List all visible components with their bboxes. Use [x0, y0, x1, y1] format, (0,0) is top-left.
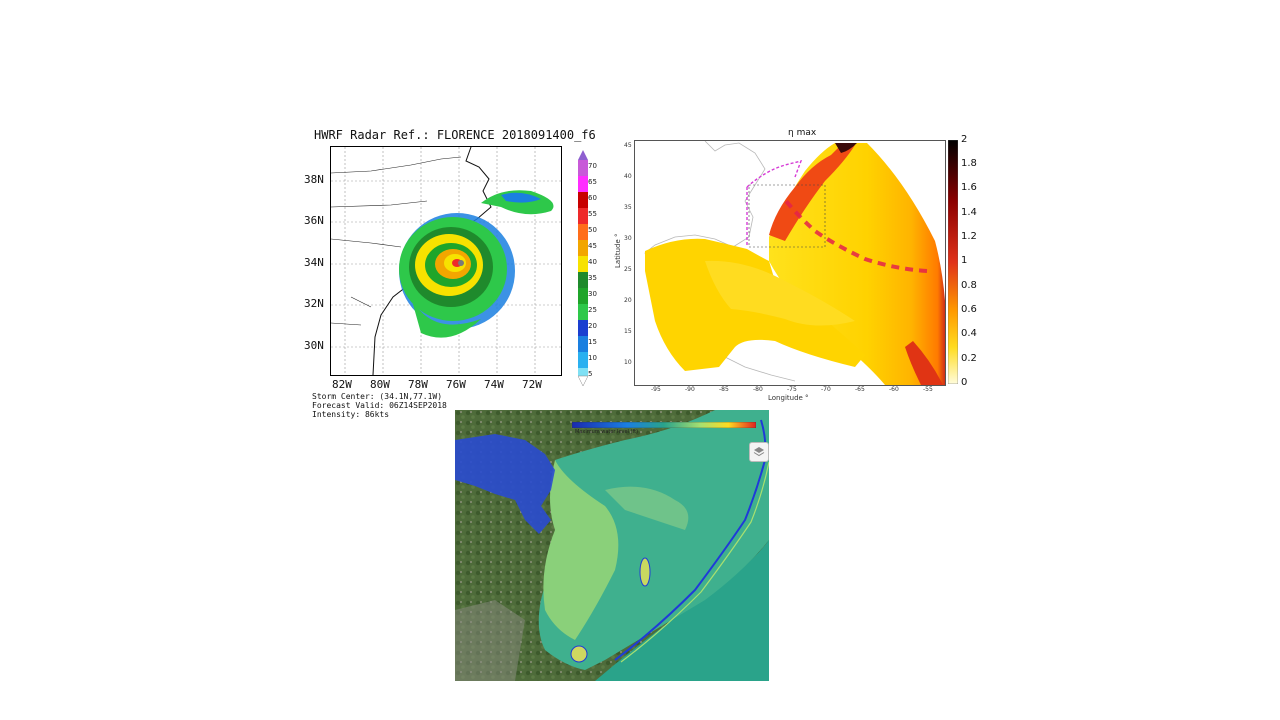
town-marker: [570, 645, 588, 663]
radar-cb-tick-35: 35: [588, 274, 597, 282]
surge-cb-tick-1-8: 1.8: [961, 158, 977, 169]
lat-label-34n: 34N: [304, 256, 324, 269]
surge-ytick-35: 35: [624, 204, 632, 211]
surge-ytick-20: 20: [624, 297, 632, 304]
radar-cb-tick-10: 10: [588, 354, 597, 362]
lon-label-80w: 80W: [370, 378, 390, 391]
radar-cb-tick-25: 25: [588, 306, 597, 314]
lat-label-38n: 38N: [304, 173, 324, 186]
surge-xlabel: Longitude °: [768, 394, 809, 402]
radar-cb-tick-15: 15: [588, 338, 597, 346]
surge-field: [645, 143, 945, 385]
surge-xtick-7: -65: [855, 386, 865, 393]
radar-cb-tick-40: 40: [588, 258, 597, 266]
radar-map-svg: [331, 147, 561, 375]
surge-ytick-45: 45: [624, 142, 632, 149]
surge-title: η max: [788, 128, 817, 138]
surge-cb-tick-1-2: 1.2: [961, 231, 977, 242]
layers-icon: [753, 447, 765, 457]
local-domain-box: [748, 184, 826, 248]
lon-label-76w: 76W: [446, 378, 466, 391]
inundated-inlet: [605, 486, 689, 530]
surge-cb-tick-0-6: 0.6: [961, 304, 977, 315]
layers-button[interactable]: [749, 442, 769, 462]
surge-cb-tick-0: 0: [961, 377, 968, 388]
surge-ylabel: Latitude °: [614, 233, 622, 268]
regional-domain-outline: [746, 159, 803, 245]
radar-cb-tick-50: 50: [588, 226, 597, 234]
storm-track: [781, 195, 928, 273]
radar-reflectivity: [399, 190, 554, 338]
surge-xtick-6: -70: [821, 386, 831, 393]
forecast-valid: Forecast Valid: 06Z14SEP2018: [312, 401, 447, 410]
surge-colorbar: [948, 140, 958, 384]
surge-xtick-1: -95: [651, 386, 661, 393]
radar-footer: Storm Center: (34.1N,77.1W) Forecast Vali…: [312, 392, 447, 419]
open-ocean: [595, 540, 769, 681]
surge-cb-tick-1-4: 1.4: [961, 207, 977, 218]
surge-xtick-2: -90: [685, 386, 695, 393]
surge-map: [634, 140, 946, 386]
radar-colorbar: [578, 150, 588, 386]
barrier-island-beach: [620, 461, 769, 663]
surge-xtick-9: -55: [923, 386, 933, 393]
radar-panel: HWRF Radar Ref.: FLORENCE 2018091400_f6: [300, 126, 600, 419]
lon-label-82w: 82W: [332, 378, 352, 391]
radar-cb-tick-20: 20: [588, 322, 597, 330]
inundated-low-area: [543, 460, 619, 640]
surge-ytick-10: 10: [624, 359, 632, 366]
surge-xtick-4: -80: [753, 386, 763, 393]
radar-cb-tick-30: 30: [588, 290, 597, 298]
storm-center: Storm Center: (34.1N,77.1W): [312, 392, 443, 401]
radar-title: HWRF Radar Ref.: FLORENCE 2018091400_f6: [314, 128, 596, 142]
radar-map: [330, 146, 562, 376]
surge-cb-tick-0-4: 0.4: [961, 328, 977, 339]
surge-xtick-3: -85: [719, 386, 729, 393]
surge-xtick-5: -75: [787, 386, 797, 393]
lon-label-74w: 74W: [484, 378, 504, 391]
radar-cb-tick-70: 70: [588, 162, 597, 170]
surge-panel: η max: [614, 128, 980, 404]
radar-cb-tick-45: 45: [588, 242, 597, 250]
urban-area: [455, 600, 525, 681]
radar-cb-tick-65: 65: [588, 178, 597, 186]
state-borders: [331, 156, 462, 326]
storm-intensity: Intensity: 86kts: [312, 410, 390, 419]
surge-cb-tick-1: 1: [961, 255, 968, 266]
surge-cb-tick-2: 2: [961, 134, 968, 145]
lon-label-72w: 72W: [522, 378, 542, 391]
radar-cb-tick-5: 5: [588, 370, 593, 378]
lat-label-32n: 32N: [304, 297, 324, 310]
lon-label-78w: 78W: [408, 378, 428, 391]
radar-cb-tick-55: 55: [588, 210, 597, 218]
surge-xtick-8: -60: [889, 386, 899, 393]
surge-cb-tick-0-2: 0.2: [961, 353, 977, 364]
surge-ytick-30: 30: [624, 235, 632, 242]
surge-ytick-40: 40: [624, 173, 632, 180]
local-inundation-map[interactable]: Maximum water level (ft): [455, 410, 769, 681]
surge-ytick-25: 25: [624, 266, 632, 273]
local-legend-label: Maximum water level (ft): [575, 429, 639, 435]
surge-cb-tick-1-6: 1.6: [961, 182, 977, 193]
marsh-island: [639, 557, 651, 587]
local-legend-bar: [572, 422, 756, 428]
surge-map-svg: [644, 141, 945, 385]
surge-cb-tick-0-8: 0.8: [961, 280, 977, 291]
local-map-svg: [455, 410, 769, 681]
high-water-zone: [455, 434, 555, 534]
lat-label-30n: 30N: [304, 339, 324, 352]
lat-label-36n: 36N: [304, 214, 324, 227]
surge-ytick-15: 15: [624, 328, 632, 335]
radar-cb-tick-60: 60: [588, 194, 597, 202]
